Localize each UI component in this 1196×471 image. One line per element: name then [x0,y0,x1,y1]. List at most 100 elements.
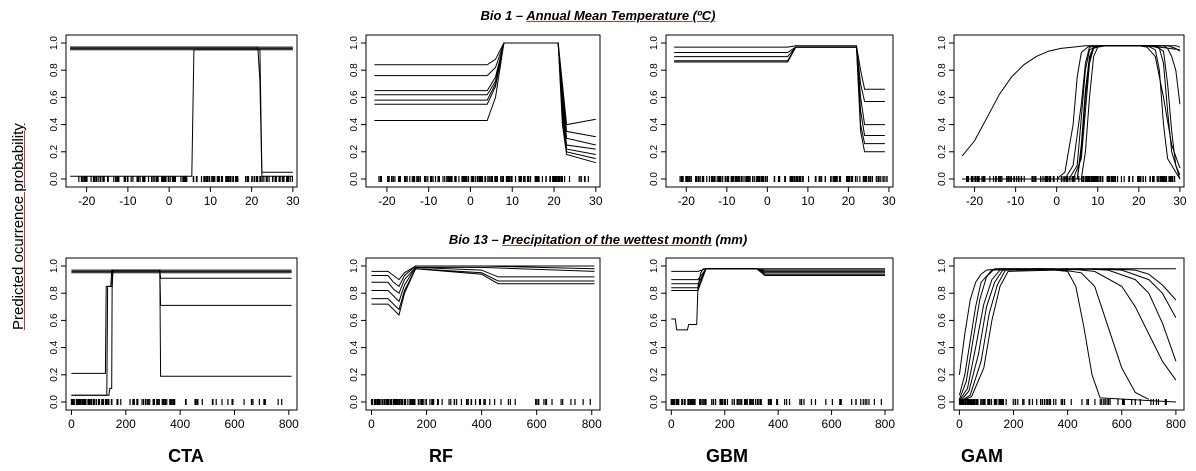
series-line [958,268,1150,400]
series-line [374,42,596,146]
y-tick-label: 0.4 [937,340,948,354]
series-line [962,45,1181,180]
plot-frame [365,34,601,188]
y-tick-label: 0.0 [649,395,660,409]
x-tick-label: 30 [882,194,896,208]
panel-cta-bio13: 0.0 0.2 0.4 0.6 0.8 1.0 0 200 400 600 800 [49,257,299,431]
panel-gam-bio13: 0.0 0.2 0.4 0.6 0.8 1.0 0 200 400 600 800 [937,257,1186,431]
y-tick-label: 1.0 [349,259,360,273]
x-tick-label: 0 [1053,194,1060,208]
y-tick-label: 0.8 [349,286,360,300]
y-tick-label: 0.2 [349,144,360,158]
y-tick-label: 0.0 [49,172,60,186]
series-line [958,268,1176,403]
model-label-cta: CTA [168,446,204,466]
x-tick-label: -10 [718,194,736,208]
x-tick-label: 0 [368,417,375,431]
y-tick-label: 0.2 [649,144,660,158]
panel-rf-bio13: 0.0 0.2 0.4 0.6 0.8 1.0 0 200 400 600 800 [349,257,602,431]
x-tick-label: 20 [245,194,259,208]
x-tick-label: 800 [1166,417,1186,431]
x-tick-label: 20 [547,194,561,208]
series-line [959,268,1177,403]
x-tick-label: 0 [956,417,963,431]
x-tick-label: 800 [279,417,299,431]
y-tick-label: 0.6 [49,313,60,327]
y-tick-label: 1.0 [49,36,60,50]
series-line [674,46,885,102]
y-tick-label: 0.8 [937,286,948,300]
y-tick-label: 0.6 [937,90,948,104]
y-tick-label: 0.4 [349,340,360,354]
series-line [374,42,596,164]
x-tick-label: 200 [715,417,735,431]
y-tick-label: 1.0 [649,259,660,273]
series-line [70,46,293,177]
x-tick-label: 30 [1173,194,1187,208]
x-tick-label: 600 [224,417,244,431]
x-tick-label: 200 [417,417,437,431]
x-tick-label: -20 [378,194,396,208]
model-label-gam: GAM [961,446,1003,466]
y-tick-label: 0.0 [49,395,60,409]
y-tick-label: 0.0 [649,172,660,186]
x-tick-label: -10 [420,194,438,208]
series-line [71,269,292,396]
series-line [674,45,885,90]
x-tick-label: 400 [1058,417,1078,431]
y-tick-label: 0.6 [49,90,60,104]
y-tick-label: 0.4 [937,117,948,131]
plot-frame [65,34,298,188]
y-tick-label: 0.2 [937,144,948,158]
row-title-bio1-underlined: Annual Mean Temperature (ºC) [526,8,716,23]
x-tick-label: 0 [764,194,771,208]
series-line [959,268,1177,403]
x-tick-label: 0 [166,194,173,208]
y-tick-label: 0.2 [937,367,948,381]
y-tick-label: 0.2 [649,367,660,381]
y-tick-label: 0.2 [49,144,60,158]
y-tick-label: 0.0 [937,172,948,186]
plot-frame [953,34,1185,188]
row-title-bio13-underlined: Precipitation of the wettest month [502,232,712,247]
series-line [962,45,1181,180]
panel-rf-bio1: 0.0 0.2 0.4 0.6 0.8 1.0 -20 -10 0 10 20 30 [349,34,603,208]
y-tick-label: 1.0 [649,36,660,50]
x-tick-label: 400 [768,417,788,431]
panel-gbm-bio1: 0.0 0.2 0.4 0.6 0.8 1.0 -20 -10 0 10 20 30 [649,34,896,208]
x-tick-label: 800 [582,417,602,431]
x-tick-label: 0 [68,417,75,431]
row-title-bio1: Bio 1 – Annual Mean Temperature (ºC) [0,8,1196,23]
x-tick-label: 800 [875,417,895,431]
x-tick-label: 0 [668,417,675,431]
y-tick-label: 0.8 [937,63,948,77]
y-tick-label: 0.2 [349,367,360,381]
model-label-gbm: GBM [706,446,748,466]
y-tick-label: 0.8 [49,63,60,77]
series-line [674,46,885,136]
plot-frame [953,257,1185,411]
y-tick-label: 0.8 [649,63,660,77]
series-line [959,268,1177,403]
x-tick-label: -20 [678,194,696,208]
series-line [671,268,885,331]
x-tick-label: 600 [822,417,842,431]
y-tick-label: 0.6 [937,313,948,327]
x-tick-label: 200 [1004,417,1024,431]
x-tick-label: 30 [286,194,300,208]
y-tick-label: 0.8 [49,286,60,300]
series-line [674,46,885,153]
series-line [70,49,293,177]
row-title-bio1-prefix: Bio 1 – [480,8,527,23]
x-tick-label: -20 [78,194,96,208]
x-tick-label: 20 [1132,194,1146,208]
x-tick-label: -10 [1007,194,1025,208]
x-tick-label: 400 [472,417,492,431]
series-line [962,45,1181,180]
x-tick-label: 20 [842,194,856,208]
y-tick-label: 0.4 [349,117,360,131]
series-line [962,45,1181,180]
panel-gam-bio1: 0.0 0.2 0.4 0.6 0.8 1.0 -20 -10 0 10 20 30 [937,34,1187,208]
